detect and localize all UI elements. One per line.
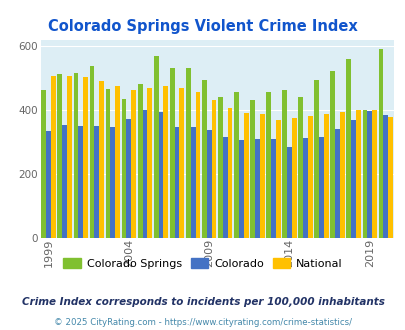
- Bar: [350, 120, 355, 238]
- Bar: [190, 127, 195, 238]
- Bar: [78, 126, 83, 238]
- Bar: [377, 49, 382, 238]
- Bar: [249, 100, 254, 238]
- Bar: [131, 90, 136, 238]
- Bar: [105, 89, 110, 238]
- Bar: [51, 76, 56, 238]
- Bar: [73, 73, 78, 238]
- Bar: [335, 129, 339, 238]
- Bar: [83, 77, 88, 238]
- Bar: [147, 88, 152, 238]
- Bar: [382, 115, 387, 238]
- Bar: [303, 138, 307, 238]
- Bar: [122, 99, 126, 238]
- Bar: [355, 110, 360, 238]
- Bar: [137, 84, 142, 238]
- Bar: [185, 68, 190, 238]
- Bar: [227, 108, 232, 238]
- Bar: [46, 131, 51, 238]
- Bar: [163, 86, 168, 238]
- Bar: [234, 92, 238, 238]
- Bar: [206, 130, 211, 238]
- Text: © 2025 CityRating.com - https://www.cityrating.com/crime-statistics/: © 2025 CityRating.com - https://www.city…: [54, 318, 351, 327]
- Bar: [174, 127, 179, 238]
- Bar: [318, 137, 323, 238]
- Bar: [298, 97, 303, 238]
- Legend: Colorado Springs, Colorado, National: Colorado Springs, Colorado, National: [59, 254, 346, 273]
- Bar: [243, 113, 248, 238]
- Bar: [286, 147, 291, 238]
- Bar: [291, 118, 296, 238]
- Bar: [281, 90, 286, 238]
- Bar: [99, 81, 104, 238]
- Bar: [58, 74, 62, 238]
- Bar: [307, 116, 312, 238]
- Bar: [275, 120, 280, 238]
- Bar: [387, 116, 392, 238]
- Bar: [41, 90, 46, 238]
- Bar: [345, 59, 350, 238]
- Bar: [169, 68, 174, 238]
- Bar: [211, 100, 216, 238]
- Bar: [201, 80, 206, 238]
- Bar: [362, 110, 367, 238]
- Bar: [153, 55, 158, 238]
- Bar: [323, 114, 328, 238]
- Bar: [90, 66, 94, 238]
- Bar: [367, 111, 371, 238]
- Bar: [313, 80, 318, 238]
- Bar: [179, 88, 184, 238]
- Bar: [126, 119, 131, 238]
- Bar: [110, 127, 115, 238]
- Bar: [330, 71, 335, 238]
- Bar: [62, 125, 67, 238]
- Bar: [270, 139, 275, 238]
- Text: Crime Index corresponds to incidents per 100,000 inhabitants: Crime Index corresponds to incidents per…: [21, 297, 384, 307]
- Bar: [195, 92, 200, 238]
- Bar: [158, 112, 163, 238]
- Bar: [371, 110, 376, 238]
- Bar: [222, 137, 227, 238]
- Bar: [266, 92, 270, 238]
- Bar: [254, 139, 259, 238]
- Bar: [238, 140, 243, 238]
- Bar: [115, 86, 120, 238]
- Bar: [259, 114, 264, 238]
- Bar: [67, 76, 72, 238]
- Bar: [94, 126, 99, 238]
- Text: Colorado Springs Violent Crime Index: Colorado Springs Violent Crime Index: [48, 19, 357, 34]
- Bar: [142, 111, 147, 238]
- Bar: [339, 112, 344, 238]
- Bar: [217, 97, 222, 238]
